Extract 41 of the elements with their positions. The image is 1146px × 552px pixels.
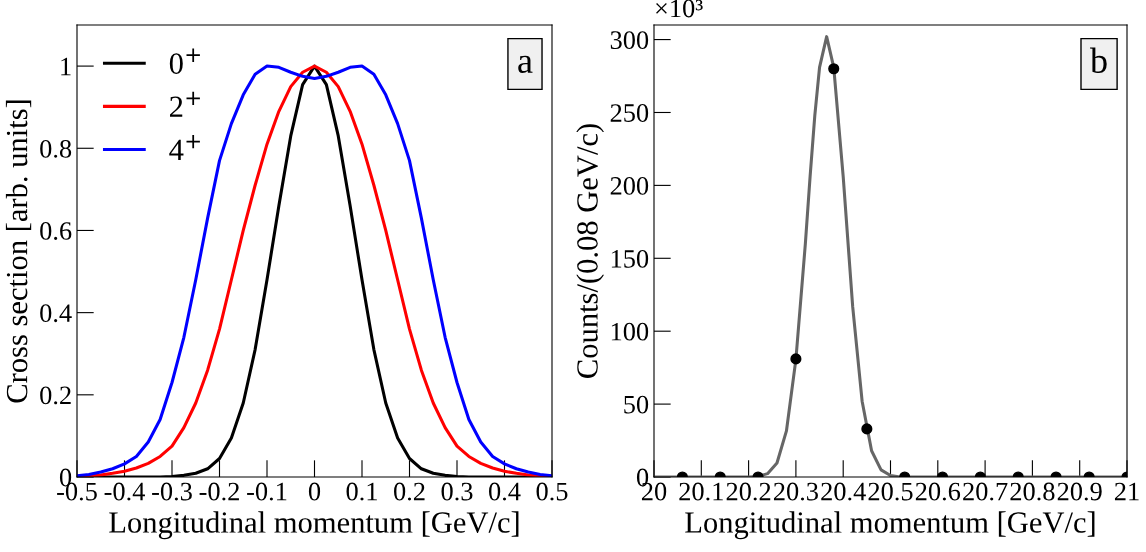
legend-label: 4$^{+}$: [169, 134, 200, 160]
annotation: b: [1090, 47, 1107, 74]
x-axis-title: Longitudinal momentum [GeV/c]: [109, 511, 519, 540]
y-axis-title: Cross section [arb. units]: [5, 100, 32, 403]
y-tick-label: 0.8: [40, 139, 72, 158]
x-tick-label: 21: [1114, 482, 1139, 501]
x-tick-label: 20.2: [726, 482, 771, 501]
legend-label: 2$^{+}$: [170, 91, 200, 117]
y-tick-label: 1: [61, 57, 71, 76]
y-tick-label: 150: [611, 249, 649, 268]
x-tick-label: 0.3: [441, 482, 473, 501]
x-tick-label: 20.4: [821, 482, 866, 501]
y-tick-label: 0.2: [40, 386, 71, 405]
x-axis-title: Longitudinal momentum [GeV/c]: [685, 511, 1095, 540]
x-tick-label: -0.1: [247, 482, 287, 501]
x-tick-label: 0.1: [346, 482, 377, 501]
x-tick-label: 20.3: [773, 482, 818, 501]
y-tick-label: 0.4: [40, 304, 72, 323]
x-tick-label: 0.2: [394, 482, 425, 501]
y-tick-label: 250: [610, 104, 649, 122]
x-tick-label: 20.9: [1057, 482, 1102, 501]
y-tick-label: 200: [610, 176, 649, 195]
x-tick-label: 0.4: [489, 482, 521, 501]
y-axis-title: Counts/(0.08 GeV/c): [576, 124, 604, 378]
x-tick-label: -0.2: [199, 482, 239, 501]
x-tick-label: 20.1: [679, 482, 723, 501]
y-tick-label: 50: [624, 395, 649, 414]
y-tick-label: 300: [610, 31, 649, 49]
x-tick-label: -0.3: [152, 482, 192, 501]
annotation: a: [518, 55, 533, 74]
y-tick-label: 100: [611, 322, 649, 341]
x-tick-label: 20.6: [915, 482, 961, 501]
x-tick-label: 20.7: [963, 482, 1008, 501]
x-tick-label: 20.8: [1010, 482, 1055, 501]
x-tick-label: 0: [308, 482, 321, 501]
x-tick-label: 20.5: [868, 482, 913, 501]
text: ×10³: [656, 0, 703, 18]
x-tick-label: -0.4: [104, 482, 145, 501]
x-tick-label: 0.5: [536, 482, 568, 501]
y-tick-label: 0.6: [40, 222, 72, 240]
legend-label: 0$^{+}$: [169, 48, 200, 74]
